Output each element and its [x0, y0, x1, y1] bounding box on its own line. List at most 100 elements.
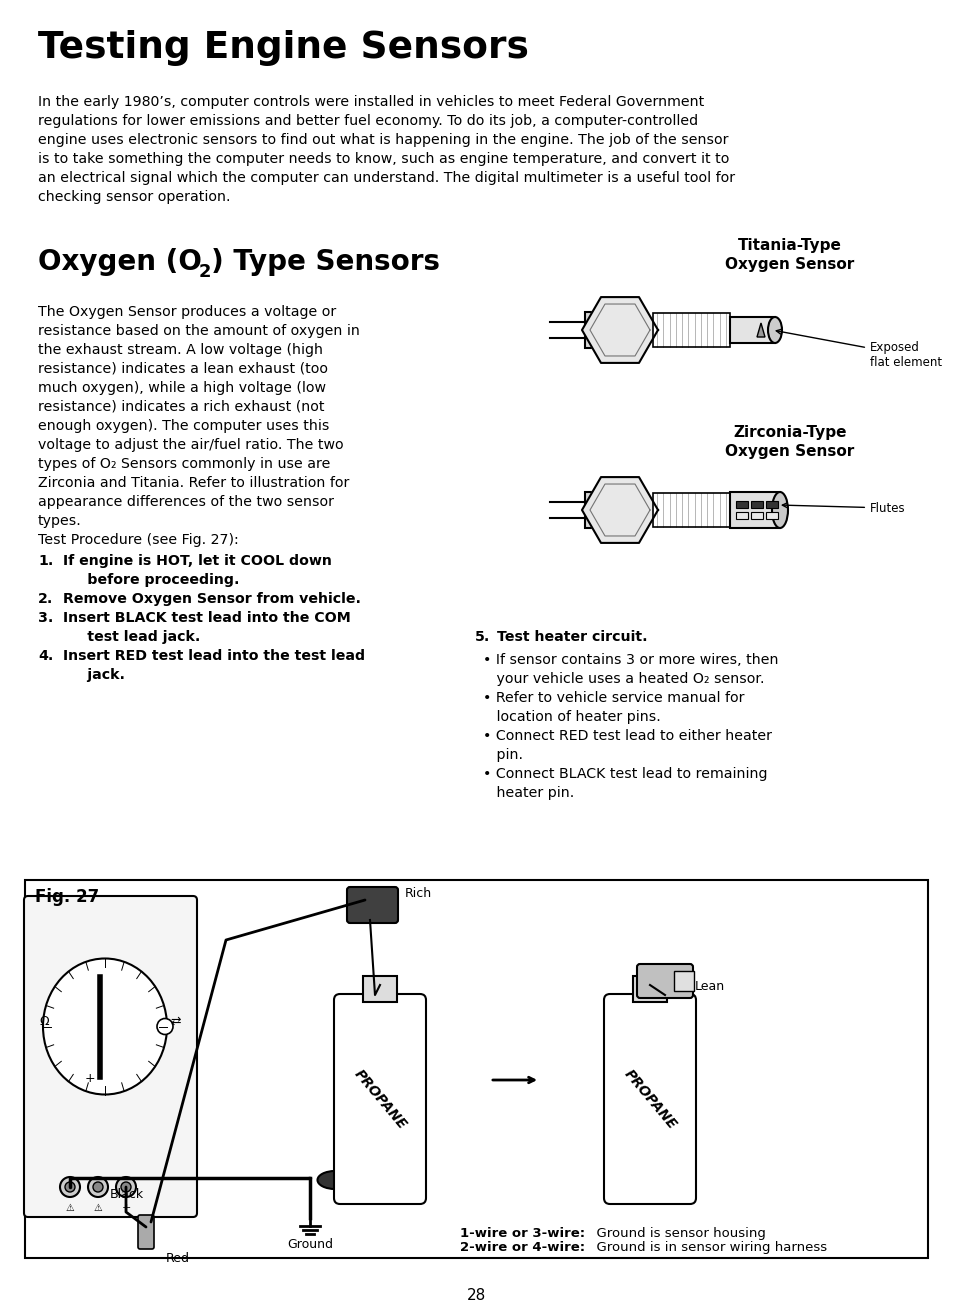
Text: heater pin.: heater pin. — [482, 786, 574, 800]
FancyBboxPatch shape — [729, 317, 774, 343]
Text: resistance) indicates a rich exhaust (not: resistance) indicates a rich exhaust (no… — [38, 399, 324, 414]
Text: your vehicle uses a heated O₂ sensor.: your vehicle uses a heated O₂ sensor. — [482, 673, 763, 686]
Text: Fig. 27: Fig. 27 — [35, 889, 99, 905]
Text: Testing Engine Sensors: Testing Engine Sensors — [38, 30, 528, 66]
Text: Ground: Ground — [287, 1239, 333, 1252]
Text: +: + — [121, 1203, 131, 1213]
Text: Lean: Lean — [695, 980, 724, 993]
Ellipse shape — [43, 959, 167, 1094]
FancyBboxPatch shape — [363, 976, 396, 1002]
FancyBboxPatch shape — [729, 492, 780, 528]
Ellipse shape — [767, 317, 781, 343]
FancyBboxPatch shape — [603, 994, 696, 1203]
Polygon shape — [581, 477, 658, 543]
Text: Test heater circuit.: Test heater circuit. — [497, 630, 647, 644]
Text: ⚠: ⚠ — [66, 1203, 74, 1213]
Circle shape — [65, 1183, 75, 1192]
Text: In the early 1980’s, computer controls were installed in vehicles to meet Federa: In the early 1980’s, computer controls w… — [38, 95, 703, 109]
Text: • Refer to vehicle service manual for: • Refer to vehicle service manual for — [482, 691, 743, 705]
Text: before proceeding.: before proceeding. — [63, 572, 239, 587]
Text: types.: types. — [38, 514, 82, 528]
Text: 5.: 5. — [475, 630, 490, 644]
FancyBboxPatch shape — [765, 513, 778, 519]
FancyBboxPatch shape — [750, 501, 762, 507]
Text: jack.: jack. — [63, 667, 125, 682]
Text: ⚠: ⚠ — [93, 1203, 102, 1213]
Text: enough oxygen). The computer uses this: enough oxygen). The computer uses this — [38, 419, 329, 433]
Text: Ω: Ω — [40, 1015, 50, 1028]
Text: Remove Oxygen Sensor from vehicle.: Remove Oxygen Sensor from vehicle. — [63, 592, 360, 606]
Text: • Connect RED test lead to either heater: • Connect RED test lead to either heater — [482, 729, 771, 743]
Text: Black: Black — [110, 1188, 144, 1201]
FancyBboxPatch shape — [347, 887, 397, 922]
Text: Zirconia-Type
Oxygen Sensor: Zirconia-Type Oxygen Sensor — [724, 425, 854, 458]
Circle shape — [92, 1183, 103, 1192]
FancyBboxPatch shape — [735, 501, 747, 507]
Circle shape — [116, 1177, 136, 1197]
FancyBboxPatch shape — [652, 314, 729, 347]
Text: checking sensor operation.: checking sensor operation. — [38, 190, 231, 204]
FancyBboxPatch shape — [637, 964, 692, 998]
FancyBboxPatch shape — [138, 1215, 153, 1249]
Text: resistance) indicates a lean exhaust (too: resistance) indicates a lean exhaust (to… — [38, 362, 328, 376]
Text: appearance differences of the two sensor: appearance differences of the two sensor — [38, 494, 334, 509]
Text: 2-wire or 4-wire:: 2-wire or 4-wire: — [459, 1241, 584, 1254]
FancyBboxPatch shape — [633, 976, 666, 1002]
Text: Insert BLACK test lead into the COM: Insert BLACK test lead into the COM — [63, 611, 351, 624]
Text: test lead jack.: test lead jack. — [63, 630, 200, 644]
Text: regulations for lower emissions and better fuel economy. To do its job, a comput: regulations for lower emissions and bett… — [38, 114, 698, 127]
Text: the exhaust stream. A low voltage (high: the exhaust stream. A low voltage (high — [38, 343, 323, 356]
Text: much oxygen), while a high voltage (low: much oxygen), while a high voltage (low — [38, 381, 326, 396]
Text: PROPANE: PROPANE — [351, 1067, 409, 1132]
Text: 4.: 4. — [38, 649, 53, 664]
Polygon shape — [757, 323, 764, 337]
FancyBboxPatch shape — [25, 879, 927, 1258]
FancyBboxPatch shape — [673, 971, 693, 991]
Text: resistance based on the amount of oxygen in: resistance based on the amount of oxygen… — [38, 324, 359, 338]
Polygon shape — [581, 297, 658, 363]
Text: Zirconia and Titania. Refer to illustration for: Zirconia and Titania. Refer to illustrat… — [38, 476, 349, 490]
Text: PROPANE: PROPANE — [620, 1067, 679, 1132]
Text: ) Type Sensors: ) Type Sensors — [211, 248, 439, 276]
Text: Ground is sensor housing: Ground is sensor housing — [587, 1227, 765, 1240]
FancyBboxPatch shape — [652, 493, 729, 527]
Circle shape — [157, 1019, 172, 1034]
Text: pin.: pin. — [482, 748, 522, 762]
Text: types of O₂ Sensors commonly in use are: types of O₂ Sensors commonly in use are — [38, 457, 330, 471]
Text: Flutes: Flutes — [781, 501, 904, 514]
Circle shape — [60, 1177, 80, 1197]
Text: Titania-Type
Oxygen Sensor: Titania-Type Oxygen Sensor — [724, 238, 854, 272]
Text: The Oxygen Sensor produces a voltage or: The Oxygen Sensor produces a voltage or — [38, 304, 335, 319]
FancyBboxPatch shape — [735, 513, 747, 519]
Text: 3.: 3. — [38, 611, 53, 624]
Circle shape — [88, 1177, 108, 1197]
Text: ⇄: ⇄ — [170, 1015, 180, 1028]
Text: 2.: 2. — [38, 592, 53, 606]
FancyBboxPatch shape — [24, 896, 196, 1216]
Text: Rich: Rich — [405, 887, 432, 900]
Text: an electrical signal which the computer can understand. The digital multimeter i: an electrical signal which the computer … — [38, 170, 735, 185]
Text: • Connect BLACK test lead to remaining: • Connect BLACK test lead to remaining — [482, 768, 767, 781]
Circle shape — [121, 1183, 131, 1192]
FancyBboxPatch shape — [334, 994, 426, 1203]
Text: If engine is HOT, let it COOL down: If engine is HOT, let it COOL down — [63, 554, 332, 569]
Text: • If sensor contains 3 or more wires, then: • If sensor contains 3 or more wires, th… — [482, 653, 778, 667]
Text: is to take something the computer needs to know, such as engine temperature, and: is to take something the computer needs … — [38, 152, 729, 167]
FancyBboxPatch shape — [584, 492, 602, 528]
FancyBboxPatch shape — [584, 312, 602, 347]
Text: location of heater pins.: location of heater pins. — [482, 710, 660, 723]
FancyBboxPatch shape — [765, 501, 778, 507]
Ellipse shape — [317, 1171, 352, 1189]
Text: Ground is in sensor wiring harness: Ground is in sensor wiring harness — [587, 1241, 826, 1254]
Text: engine uses electronic sensors to find out what is happening in the engine. The : engine uses electronic sensors to find o… — [38, 133, 728, 147]
Text: Red: Red — [166, 1252, 190, 1265]
Text: 1-wire or 3-wire:: 1-wire or 3-wire: — [459, 1227, 584, 1240]
Text: Oxygen (O: Oxygen (O — [38, 248, 202, 276]
Text: +: + — [85, 1072, 95, 1085]
Text: Exposed
flat element: Exposed flat element — [776, 329, 942, 369]
Text: voltage to adjust the air/fuel ratio. The two: voltage to adjust the air/fuel ratio. Th… — [38, 438, 343, 451]
Text: 28: 28 — [467, 1288, 486, 1301]
Ellipse shape — [771, 492, 787, 528]
Text: 2: 2 — [199, 263, 212, 281]
Text: Insert RED test lead into the test lead: Insert RED test lead into the test lead — [63, 649, 365, 664]
